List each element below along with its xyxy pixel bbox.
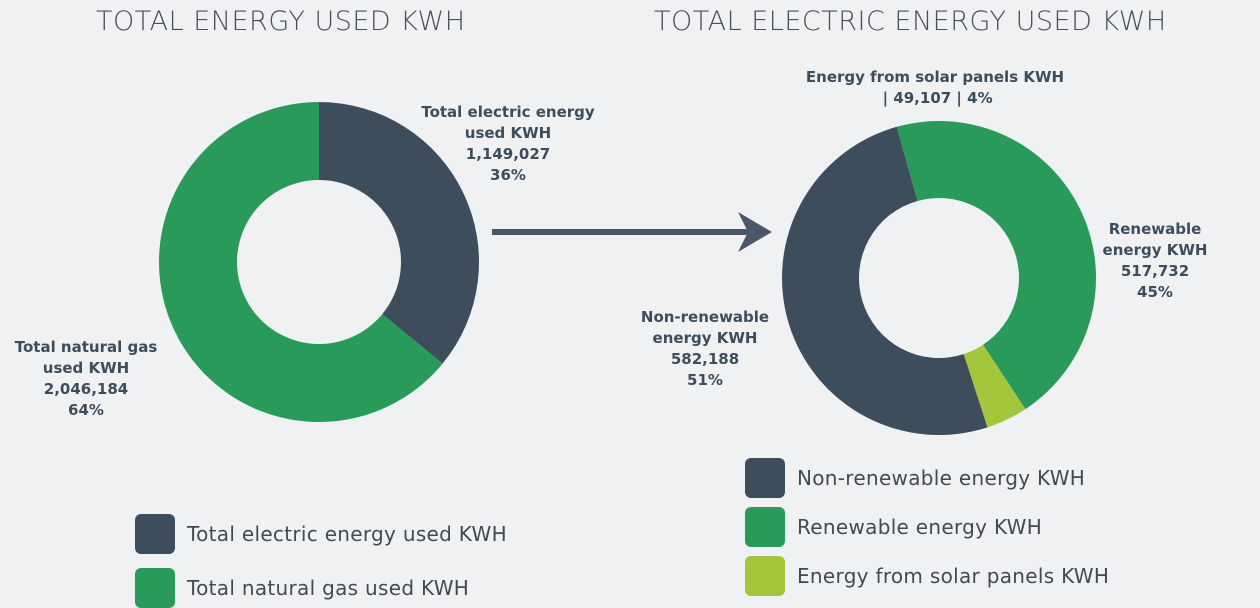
label-name: Non-renewable energy KWH: [640, 308, 770, 347]
slice: [158, 102, 443, 422]
legend-swatch: [745, 556, 785, 596]
label-value: 1,149,027: [465, 145, 551, 163]
legend-item: Non-renewable energy KWH: [745, 458, 1085, 498]
legend-item: Renewable energy KWH: [745, 507, 1042, 547]
label-percent: 36%: [490, 166, 526, 184]
data-label: Renewable energy KWH 517,732 45%: [1100, 219, 1210, 303]
label-name: Total electric energy used KWH: [421, 103, 595, 142]
label-value: 517,732: [1120, 262, 1190, 280]
label-name: Renewable energy KWH: [1102, 220, 1208, 259]
legend-label: Total electric energy used KWH: [187, 522, 507, 546]
data-label: Total electric energy used KWH 1,149,027 3…: [408, 102, 608, 186]
label-percent: 64%: [68, 401, 104, 419]
label-separator: |: [877, 89, 894, 107]
legend-item: Total natural gas used KWH: [135, 568, 469, 608]
legend-label: Total natural gas used KWH: [187, 576, 470, 600]
data-label: Energy from solar panels KWH | 49,107 | …: [800, 67, 1070, 109]
label-value: 2,046,184: [43, 380, 129, 398]
slice: [963, 344, 1026, 428]
data-label: Non-renewable energy KWH 582,188 51%: [630, 307, 780, 391]
slice: [896, 121, 1096, 410]
legend-swatch: [745, 458, 785, 498]
label-name: Energy from solar panels KWH: [805, 68, 1065, 86]
label-separator: |: [951, 89, 968, 107]
label-name: Total natural gas used KWH: [14, 338, 158, 377]
arrow-head: [738, 212, 772, 252]
legend-swatch: [135, 568, 175, 608]
legend-swatch: [135, 514, 175, 554]
chart-title: TOTAL ELECTRIC ENERGY USED KWH: [654, 6, 1167, 37]
data-label: Total natural gas used KWH 2,046,184 64%: [2, 337, 170, 421]
legend-label: Renewable energy KWH: [797, 515, 1043, 539]
label-percent: 45%: [1137, 283, 1173, 301]
legend-label: Energy from solar panels KWH: [797, 564, 1110, 588]
slice: [781, 126, 988, 436]
legend-label: Non-renewable energy KWH: [797, 466, 1086, 490]
label-value: 49,107: [893, 89, 952, 107]
legend-item: Total electric energy used KWH: [135, 514, 507, 554]
slice: [319, 102, 479, 364]
legend-item: Energy from solar panels KWH: [745, 556, 1109, 596]
chart-title: TOTAL ENERGY USED KWH: [96, 6, 466, 37]
legend-swatch: [745, 507, 785, 547]
label-value: 582,188: [670, 350, 740, 368]
label-percent: 4%: [967, 89, 993, 107]
label-percent: 51%: [687, 371, 723, 389]
